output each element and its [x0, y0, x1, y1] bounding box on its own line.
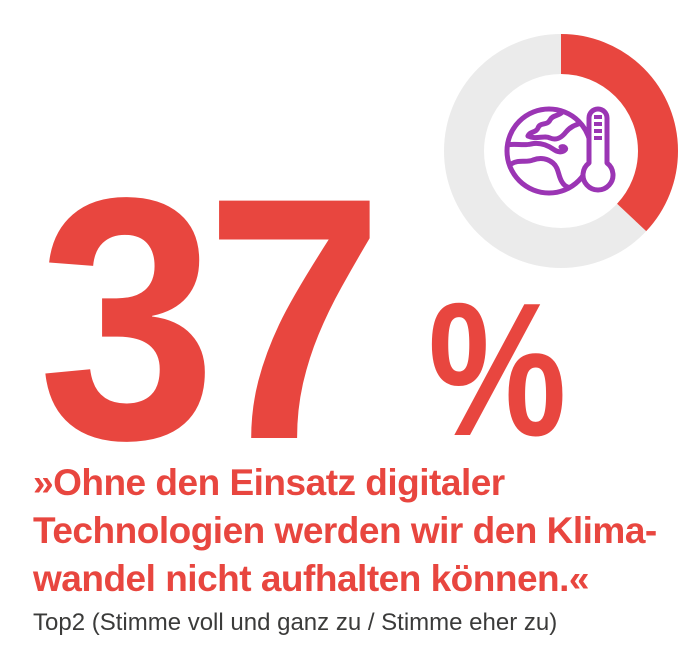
percent-sign: %: [428, 264, 567, 476]
quote-line-1: »Ohne den Einsatz digitaler: [33, 462, 505, 503]
source-note: Top2 (Stimme voll und ganz zu / Stimme e…: [33, 609, 558, 636]
stat-value: 37: [38, 127, 384, 512]
donut-chart: [444, 34, 678, 268]
donut-arc-37-percent: [444, 34, 678, 268]
quote-line-2: Technologien werden wir den Klima-: [33, 510, 657, 551]
quote-line-3: wandel nicht aufhalten können.«: [33, 558, 590, 599]
thermometer-icon: [580, 106, 616, 193]
quote-text: »Ohne den Einsatz digitaler Technologien…: [33, 459, 673, 603]
globe-icon: [504, 106, 594, 196]
globe-thermometer-icon: [502, 101, 622, 201]
